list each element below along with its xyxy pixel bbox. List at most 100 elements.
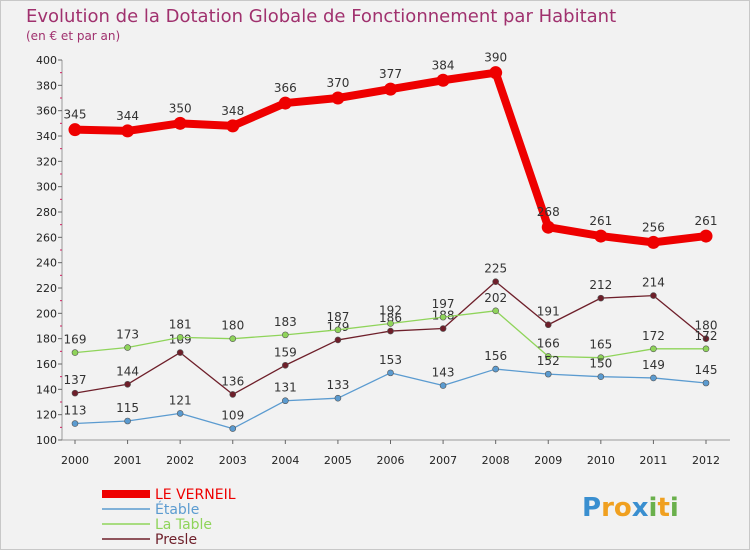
data-label: 350	[169, 101, 192, 115]
data-label: 172	[642, 329, 665, 343]
data-label: 202	[484, 291, 507, 305]
data-point	[597, 373, 605, 380]
data-point	[436, 73, 450, 87]
x-tick-label: 2001	[114, 454, 142, 467]
y-tick-label: 140	[36, 383, 57, 396]
data-point	[594, 229, 608, 243]
data-point	[173, 116, 187, 130]
legend-label: Étable	[155, 501, 199, 518]
data-point	[176, 349, 184, 356]
data-point	[176, 334, 184, 341]
data-point	[597, 354, 605, 361]
y-tick-label: 340	[36, 130, 57, 143]
y-tick-label: 400	[36, 54, 57, 67]
data-label: 377	[379, 67, 402, 81]
data-point	[121, 124, 135, 138]
data-label: 261	[589, 214, 612, 228]
y-tick-label: 160	[36, 358, 57, 371]
data-label: 390	[484, 51, 507, 65]
x-tick-label: 2006	[377, 454, 405, 467]
data-point	[278, 96, 292, 110]
data-label: 187	[326, 310, 349, 324]
data-label: 214	[642, 276, 665, 290]
data-point	[229, 391, 237, 398]
x-tick-label: 2009	[534, 454, 562, 467]
data-point	[439, 325, 447, 332]
series-group: 1371441691361591791861882251912122141801…	[64, 51, 718, 432]
y-tick-label: 320	[36, 155, 57, 168]
data-label: 137	[64, 373, 87, 387]
y-tick-label: 180	[36, 333, 57, 346]
data-point	[492, 365, 499, 373]
data-point	[226, 119, 240, 133]
y-tick-label: 280	[36, 206, 57, 219]
data-point	[384, 82, 397, 96]
data-label: 192	[379, 303, 402, 317]
x-tick-label: 2007	[429, 454, 457, 467]
data-label: 366	[274, 81, 297, 95]
axes-group: 100 120 140 160 180 200 220 240 260 280 300 320 340 3…	[36, 54, 730, 467]
proxiti-logo: Proxiti	[582, 493, 679, 523]
data-point	[334, 336, 342, 344]
data-label: 225	[484, 262, 507, 276]
y-tick-label: 260	[36, 231, 57, 244]
chart-subtitle: (en € et par an)	[26, 29, 120, 43]
data-label: 384	[432, 58, 455, 72]
data-label: 115	[116, 401, 139, 415]
data-point	[71, 420, 79, 427]
y-tick-label: 220	[36, 282, 57, 295]
data-label: 344	[116, 109, 139, 123]
x-tick-label: 2004	[271, 454, 299, 467]
data-label: 136	[221, 374, 244, 388]
data-point	[492, 278, 499, 285]
data-label: 121	[169, 393, 192, 407]
data-label: 180	[221, 319, 244, 333]
data-label: 186	[379, 311, 402, 325]
data-point	[646, 235, 660, 249]
x-tick-label: 2002	[166, 454, 194, 467]
data-label: 150	[589, 357, 612, 371]
y-tick-label: 120	[36, 409, 57, 422]
data-point	[489, 66, 503, 80]
data-point	[702, 335, 710, 342]
data-label: 149	[642, 358, 665, 372]
data-point	[544, 321, 552, 329]
data-point	[544, 370, 552, 378]
data-point	[702, 345, 710, 353]
data-point	[71, 389, 79, 397]
data-label: 169	[64, 333, 87, 347]
data-point	[387, 327, 394, 335]
data-point	[124, 380, 131, 388]
data-label: 173	[116, 328, 139, 342]
data-point	[229, 425, 237, 432]
data-label: 145	[695, 363, 718, 377]
chart-title: Evolution de la Dotation Globale de Fonc…	[26, 6, 616, 27]
legend-label: Presle	[155, 532, 197, 548]
data-label: 113	[64, 404, 87, 418]
data-point	[282, 397, 289, 405]
data-label: 345	[64, 108, 87, 122]
series-la-table: 169 173 181 180 183 187 192 197 202 166 165 172 172	[64, 291, 717, 361]
data-point	[71, 349, 79, 356]
y-tick-label: 240	[36, 257, 57, 270]
data-label: 156	[484, 349, 507, 363]
data-point	[699, 229, 713, 243]
data-label: 191	[537, 305, 560, 319]
y-tick-label: 360	[36, 105, 57, 118]
data-point	[597, 294, 605, 302]
y-tick-label: 200	[36, 307, 57, 320]
data-label: 212	[589, 278, 612, 292]
legend-label: LE VERNEIL	[155, 487, 236, 503]
data-label: 348	[221, 104, 244, 118]
data-point	[282, 361, 289, 369]
data-point	[650, 374, 657, 382]
data-point	[544, 353, 552, 360]
data-label: 370	[326, 76, 349, 90]
data-label: 133	[326, 378, 349, 392]
data-label: 152	[537, 354, 560, 368]
data-point	[650, 292, 657, 299]
